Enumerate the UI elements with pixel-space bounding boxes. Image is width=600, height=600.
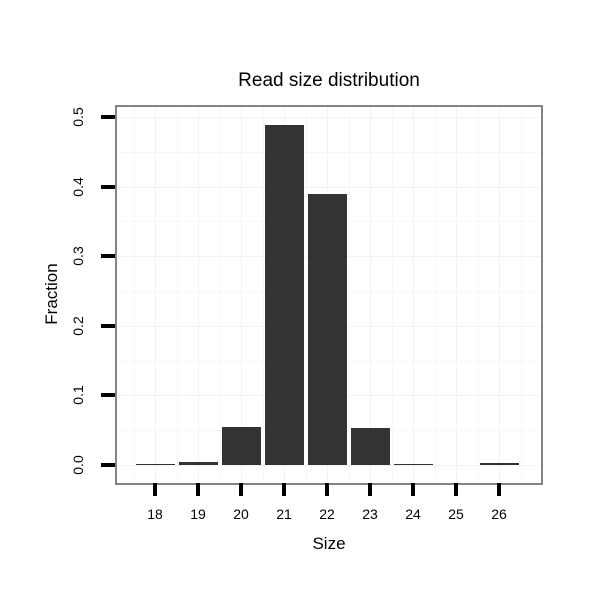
major-gridline-horizontal: [117, 117, 541, 118]
y-tick-label: 0.2: [70, 316, 86, 336]
y-axis-title: Fraction: [42, 263, 61, 325]
minor-gridline-horizontal: [117, 151, 541, 153]
minor-gridline-vertical: [305, 107, 307, 483]
major-gridline-vertical: [413, 107, 414, 483]
y-axis-tick: [101, 463, 115, 467]
minor-gridline-vertical: [133, 107, 135, 483]
bar: [350, 428, 390, 465]
minor-gridline-vertical: [219, 107, 221, 483]
minor-gridline-vertical: [176, 107, 178, 483]
y-axis-tick: [101, 393, 115, 398]
bar: [178, 461, 218, 465]
y-tick-label: 0.1: [70, 385, 86, 406]
major-gridline-vertical: [198, 107, 199, 483]
chart-title: Read size distribution: [238, 70, 420, 91]
x-axis-tick: [497, 483, 501, 496]
major-gridline-vertical: [155, 107, 156, 483]
major-gridline-vertical: [456, 107, 457, 483]
y-axis-tick: [101, 254, 115, 259]
x-tick-label: 25: [448, 506, 464, 522]
plot-panel: [115, 105, 543, 485]
bar: [135, 463, 175, 465]
y-tick-label: 0.0: [70, 455, 86, 475]
x-tick-label: 23: [362, 506, 378, 522]
minor-gridline-vertical: [434, 107, 436, 483]
x-tick-label: 21: [276, 506, 292, 522]
x-axis-tick: [239, 483, 243, 496]
x-tick-label: 26: [491, 506, 507, 522]
x-axis-tick: [196, 483, 200, 496]
minor-gridline-vertical: [262, 107, 264, 483]
bar: [264, 125, 304, 465]
bar: [307, 193, 347, 465]
x-axis-title: Size: [312, 534, 346, 553]
x-tick-label: 19: [190, 506, 206, 522]
y-tick-label: 0.3: [70, 246, 86, 266]
major-gridline-horizontal: [117, 186, 541, 188]
x-tick-label: 24: [405, 506, 421, 522]
x-axis-tick: [454, 483, 458, 496]
minor-gridline-vertical: [520, 107, 522, 483]
major-gridline-vertical: [499, 107, 500, 483]
y-axis-tick: [101, 115, 115, 119]
x-tick-label: 20: [233, 506, 249, 522]
minor-gridline-vertical: [477, 107, 479, 483]
bar: [479, 462, 519, 465]
x-axis-tick: [282, 483, 286, 496]
major-gridline-vertical: [370, 107, 371, 483]
x-axis-tick: [368, 483, 372, 496]
x-axis-tick: [325, 483, 329, 496]
y-axis-tick: [101, 323, 115, 328]
minor-gridline-vertical: [348, 107, 350, 483]
y-tick-label: 0.5: [70, 107, 86, 127]
bar: [221, 426, 261, 465]
x-tick-label: 18: [147, 506, 163, 522]
x-tick-label: 22: [319, 506, 335, 522]
major-gridline-horizontal: [117, 465, 541, 466]
x-axis-tick: [411, 483, 415, 496]
major-gridline-vertical: [241, 107, 242, 483]
x-axis-tick: [153, 483, 157, 496]
y-tick-label: 0.4: [70, 176, 86, 197]
y-axis-tick: [101, 184, 115, 189]
minor-gridline-vertical: [391, 107, 393, 483]
bar: [393, 463, 433, 465]
